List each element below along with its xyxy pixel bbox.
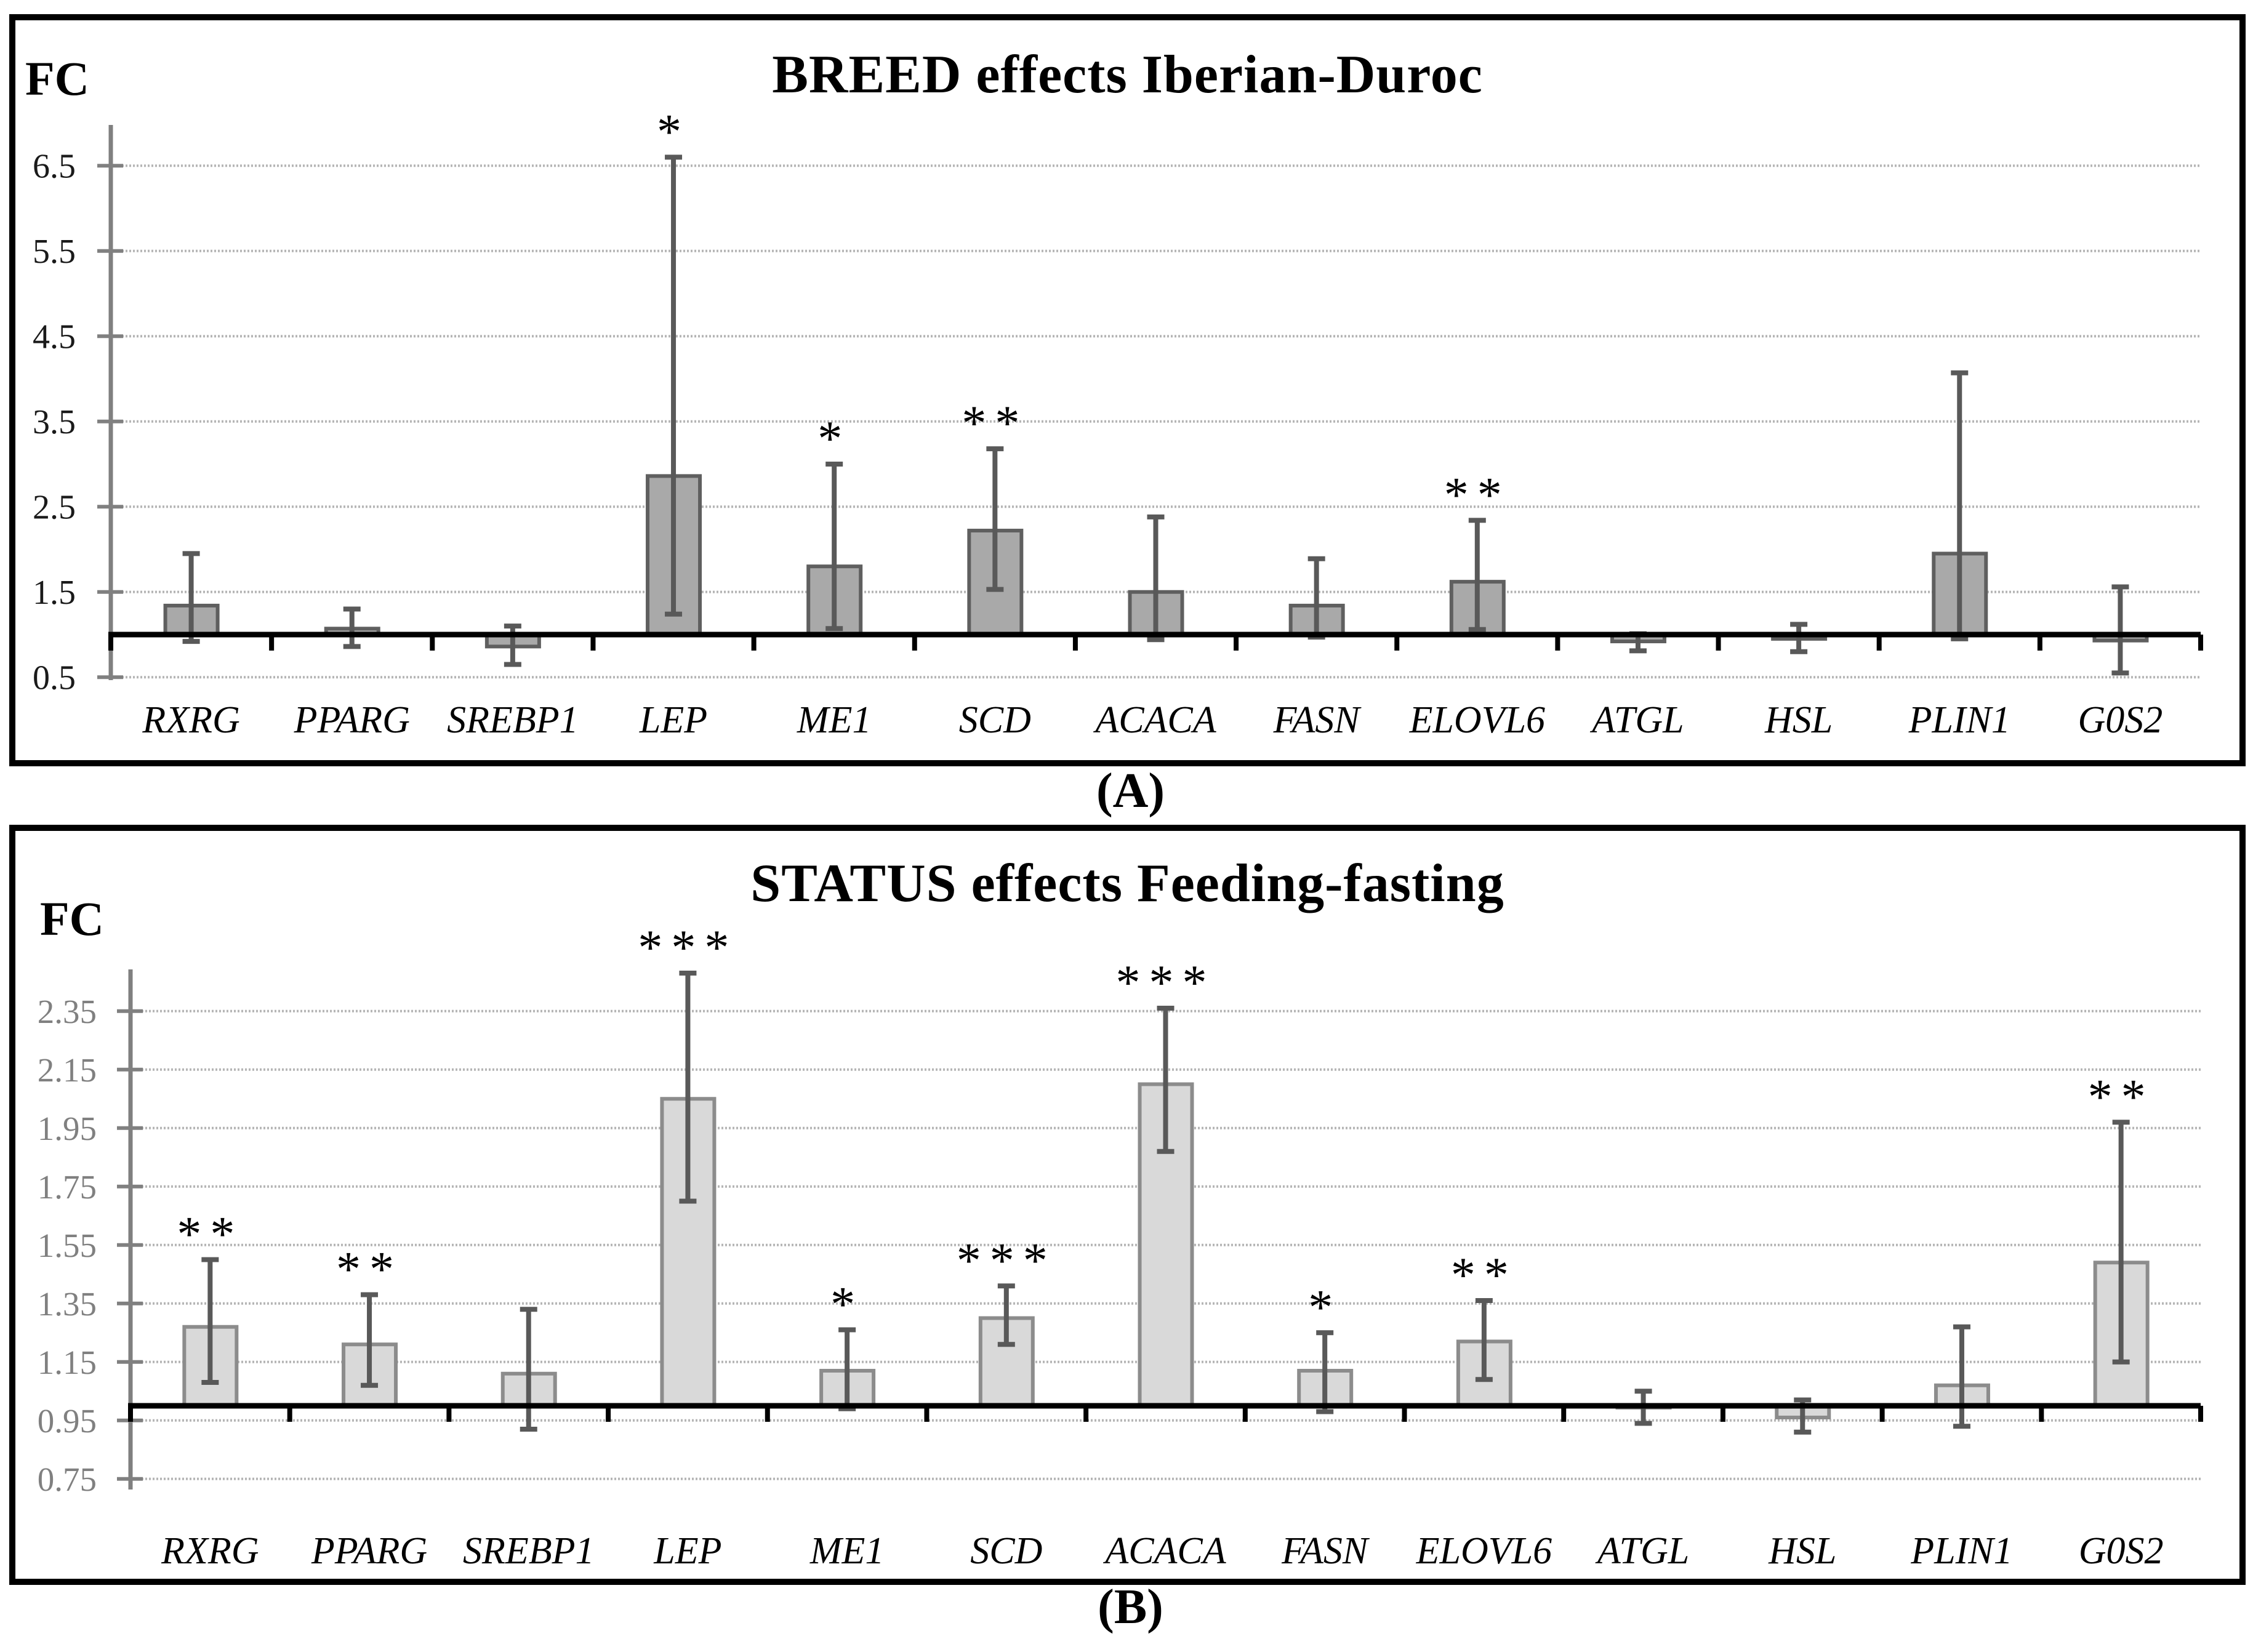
gene-label: ACACA <box>1102 1530 1226 1572</box>
gene-label: SREBP1 <box>447 699 579 741</box>
y-tick-label: 0.95 <box>38 1402 97 1440</box>
panel-a: 0.5 1.5 2.5 3.5 4.5 5.5 6.5 RXRG PPARG SREBP1 * LEP… <box>9 14 2246 766</box>
significance-marker: ** <box>2088 1070 2155 1124</box>
chart-title-a: BREED effects Iberian-Duroc <box>772 45 1483 105</box>
significance-marker: *** <box>1116 956 1216 1010</box>
gene-label: RXRG <box>161 1530 259 1572</box>
gene-label: SCD <box>970 1530 1042 1572</box>
y-tick-label: 1.15 <box>38 1344 97 1381</box>
gene-label: LEP <box>653 1530 721 1572</box>
y-tick-label: 6.5 <box>33 147 76 185</box>
y-tick-label: 5.5 <box>33 233 76 271</box>
y-tick-label: 4.5 <box>33 318 76 356</box>
gene-label: HSL <box>1764 699 1833 741</box>
gene-label: ME1 <box>809 1530 885 1572</box>
gene-label: RXRG <box>142 699 239 741</box>
caption-a: (A) <box>1096 764 1165 818</box>
significance-marker: *** <box>957 1233 1056 1288</box>
gene-label: ELOVL6 <box>1409 699 1545 741</box>
y-tick-label: 1.5 <box>33 574 76 612</box>
chart-a-canvas: 0.5 1.5 2.5 3.5 4.5 5.5 6.5 RXRG PPARG SREBP1 * LEP… <box>33 105 2203 741</box>
y-tick-label: 1.75 <box>38 1168 97 1206</box>
y-axis-title-b: FC <box>40 892 104 945</box>
significance-marker: ** <box>177 1208 243 1262</box>
y-tick-label: 2.5 <box>33 488 76 526</box>
gene-label: FASN <box>1273 699 1362 741</box>
significance-marker: * <box>830 1278 864 1332</box>
gene-label: ATGL <box>1589 699 1684 741</box>
gene-label: PLIN1 <box>1908 699 2010 741</box>
y-tick-label: 2.15 <box>38 1051 97 1089</box>
y-axis-title-a: FC <box>25 52 89 105</box>
significance-marker: * <box>817 412 851 466</box>
gene-label: FASN <box>1281 1530 1370 1572</box>
gene-label: PPARG <box>294 699 410 741</box>
y-tick-label: 0.5 <box>33 659 76 697</box>
y-tick-label: 2.35 <box>38 993 97 1030</box>
gene-label: SCD <box>959 699 1031 741</box>
gene-label: PPARG <box>311 1530 427 1572</box>
y-tick-label: 1.95 <box>38 1110 97 1147</box>
significance-marker: ** <box>962 396 1028 451</box>
gene-label: ME1 <box>797 699 872 741</box>
gene-label: G0S2 <box>2079 1530 2164 1572</box>
gene-label: ACACA <box>1093 699 1216 741</box>
significance-marker: *** <box>638 921 737 975</box>
gene-label: PLIN1 <box>1910 1530 2012 1572</box>
significance-marker: ** <box>1444 468 1511 522</box>
y-tick-label: 1.35 <box>38 1285 97 1323</box>
y-tick-label: 1.55 <box>38 1227 97 1264</box>
gene-label: HSL <box>1768 1530 1836 1572</box>
gene-label: ATGL <box>1595 1530 1689 1572</box>
gene-label: G0S2 <box>2078 699 2163 741</box>
chart-b-canvas: 0.750.951.151.351.551.751.952.152.35**RX… <box>38 921 2203 1572</box>
y-tick-label: 3.5 <box>33 403 76 441</box>
significance-marker: ** <box>1451 1248 1517 1302</box>
gene-label: LEP <box>639 699 707 741</box>
significance-marker: * <box>1308 1280 1341 1334</box>
gene-label: ELOVL6 <box>1416 1530 1552 1572</box>
significance-marker: * <box>657 105 690 159</box>
significance-marker: ** <box>336 1243 403 1297</box>
caption-b: (B) <box>1098 1580 1163 1634</box>
chart-title-b: STATUS effects Feeding-fasting <box>750 854 1504 913</box>
panel-b: 0.75 0.95 1.15 1.35 1.55 1.75 1.95 2.15 2.35 ** RX… <box>9 825 2246 1585</box>
gene-label: SREBP1 <box>463 1530 595 1572</box>
y-tick-label: 0.75 <box>38 1461 97 1498</box>
